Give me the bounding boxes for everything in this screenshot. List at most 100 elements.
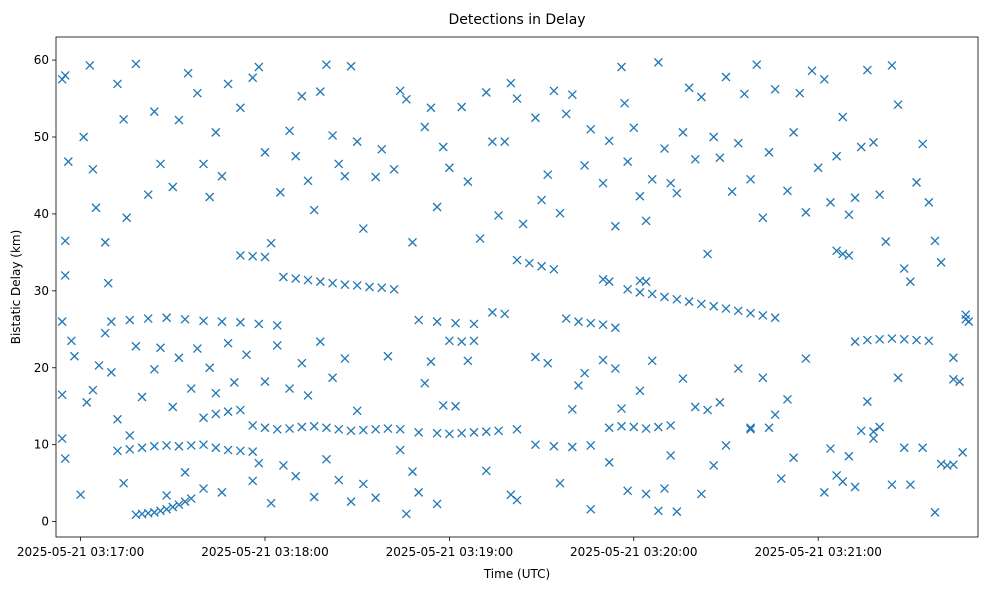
data-point-marker: [862, 65, 872, 75]
data-point-marker: [844, 210, 854, 220]
data-point-marker: [672, 507, 682, 517]
data-point-marker: [297, 422, 307, 432]
data-point-marker: [555, 208, 565, 218]
data-point-marker: [850, 482, 860, 492]
data-point-marker: [119, 478, 129, 488]
data-point-marker: [964, 317, 974, 327]
data-point-marker: [764, 423, 774, 433]
data-point-marker: [653, 57, 663, 67]
y-tick-label: 60: [34, 53, 49, 67]
data-point-marker: [500, 137, 510, 147]
data-point-marker: [291, 471, 301, 481]
x-tick-label: 2025-05-21 03:17:00: [17, 545, 144, 559]
data-point-marker: [426, 103, 436, 113]
data-point-marker: [838, 477, 848, 487]
data-point-marker: [248, 447, 258, 457]
data-point-marker: [414, 427, 424, 437]
data-point-marker: [235, 317, 245, 327]
data-point-marker: [205, 192, 215, 202]
data-point-marker: [549, 441, 559, 451]
data-point-marker: [432, 202, 442, 212]
chart-title: Detections in Delay: [448, 12, 585, 28]
data-point-marker: [709, 301, 719, 311]
data-point-marker: [537, 195, 547, 205]
data-point-marker: [309, 492, 319, 502]
data-point-marker: [881, 237, 891, 247]
data-point-marker: [905, 277, 915, 287]
data-point-marker: [365, 282, 374, 292]
data-point-marker: [819, 74, 829, 84]
data-point-marker: [168, 502, 178, 512]
data-point-marker: [958, 447, 968, 457]
y-tick-label: 0: [41, 515, 49, 529]
data-point-marker: [660, 144, 669, 153]
data-point-marker: [444, 163, 454, 173]
data-point-marker: [162, 491, 172, 500]
data-point-marker: [869, 427, 878, 437]
data-point-marker: [285, 384, 295, 393]
data-point-marker: [598, 274, 608, 284]
data-point-marker: [149, 441, 159, 451]
data-point-marker: [567, 90, 577, 100]
data-point-marker: [567, 404, 577, 414]
data-point-marker: [623, 486, 633, 496]
data-point-marker: [887, 480, 897, 490]
data-point-marker: [297, 91, 307, 101]
data-point-marker: [79, 132, 89, 142]
data-point-marker: [598, 320, 608, 330]
data-point-marker: [770, 410, 780, 420]
data-point-marker: [887, 334, 897, 343]
data-point-marker: [481, 466, 491, 476]
data-point-marker: [930, 507, 940, 517]
data-point-marker: [936, 257, 946, 267]
data-point-marker: [948, 460, 958, 470]
data-point-marker: [113, 446, 122, 456]
data-point-marker: [635, 287, 645, 297]
data-point-marker: [782, 394, 792, 404]
data-point-marker: [758, 311, 768, 320]
data-point-marker: [199, 159, 208, 169]
data-point-marker: [235, 103, 245, 113]
data-point-marker: [832, 246, 842, 256]
data-point-marker: [647, 356, 657, 366]
data-point-marker: [684, 297, 694, 307]
x-tick-label: 2025-05-21 03:20:00: [570, 545, 697, 559]
data-point-marker: [537, 261, 547, 271]
data-point-marker: [69, 351, 79, 361]
data-point-marker: [358, 425, 368, 435]
y-tick-label: 30: [34, 284, 49, 298]
data-point-marker: [426, 357, 436, 367]
data-point-marker: [334, 424, 344, 434]
data-point-marker: [408, 467, 417, 477]
data-point-marker: [57, 317, 67, 327]
data-point-marker: [512, 495, 522, 505]
data-point-marker: [457, 337, 467, 347]
data-point-marker: [211, 409, 221, 419]
data-point-marker: [444, 429, 454, 439]
data-point-marker: [371, 424, 381, 434]
data-point-marker: [303, 391, 313, 400]
data-point-marker: [377, 283, 387, 293]
y-axis-label: Bistatic Delay (km): [9, 230, 23, 345]
data-point-marker: [248, 476, 258, 486]
data-point-marker: [487, 307, 497, 317]
data-point-marker: [156, 343, 165, 353]
data-point-marker: [340, 280, 350, 290]
data-point-marker: [162, 313, 172, 323]
data-point-marker: [912, 177, 921, 187]
data-point-marker: [137, 443, 147, 453]
data-point-marker: [131, 59, 141, 69]
data-point-marker: [235, 405, 245, 415]
data-point-marker: [254, 458, 264, 468]
data-point-marker: [924, 336, 934, 346]
x-tick-label: 2025-05-21 03:21:00: [754, 545, 881, 559]
data-point-marker: [549, 86, 559, 96]
data-point-marker: [125, 444, 135, 454]
data-point-marker: [211, 388, 221, 398]
data-point-marker: [666, 421, 676, 430]
data-point-marker: [948, 353, 958, 363]
data-point-marker: [156, 159, 165, 169]
data-point-marker: [481, 427, 491, 437]
data-point-marker: [383, 424, 393, 433]
data-point-marker: [604, 423, 614, 433]
